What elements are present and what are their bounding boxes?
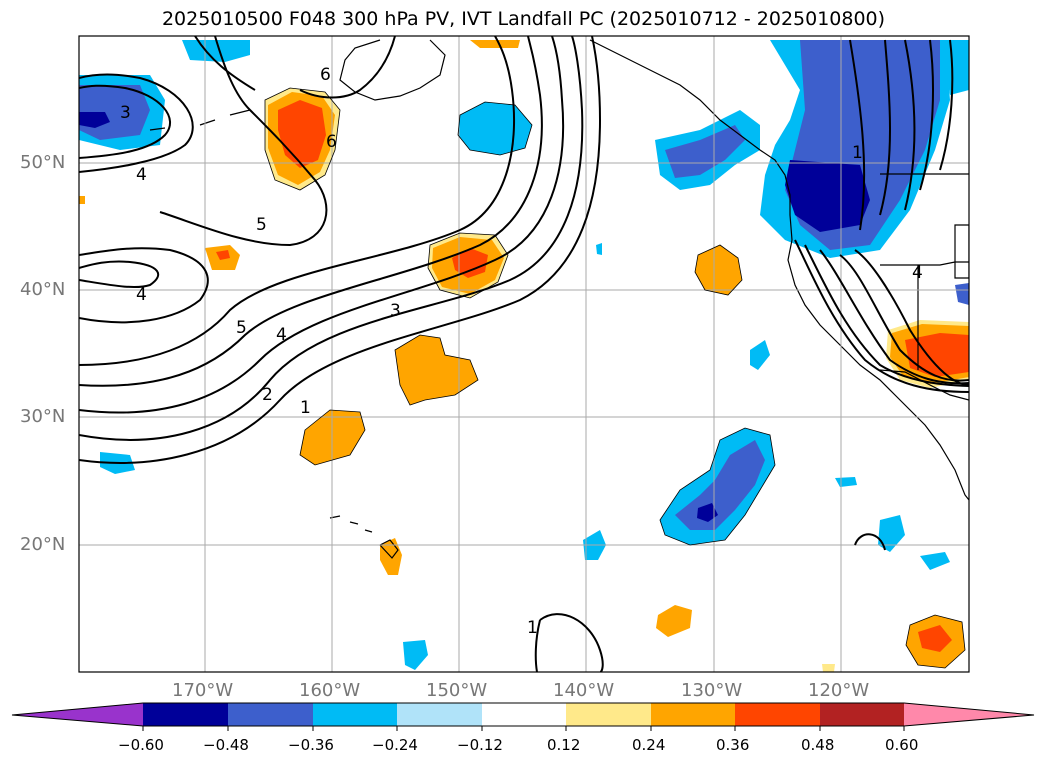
- colorbar-segment: [566, 703, 651, 726]
- contour-label: 4: [136, 285, 147, 305]
- lat-label: 40°N: [20, 279, 66, 300]
- colorbar-tick-label: −0.36: [288, 736, 334, 754]
- colorbar-segment: [651, 703, 735, 726]
- colorbar-tick-label: −0.12: [457, 736, 503, 754]
- contour-label: 4: [276, 325, 287, 345]
- lon-label: 120°W: [808, 680, 870, 701]
- contour-label: 6: [320, 65, 331, 85]
- lat-label: 20°N: [20, 534, 66, 555]
- contour-label: 1: [527, 618, 538, 638]
- contour-label: 1: [852, 143, 863, 163]
- lon-label: 140°W: [553, 680, 615, 701]
- lon-label: 150°W: [426, 680, 488, 701]
- colorbar-segment: [143, 703, 228, 726]
- positive-shading: [79, 40, 969, 672]
- colorbar-tick-label: 0.12: [547, 736, 581, 754]
- colorbar-segment: [228, 703, 313, 726]
- contour-label: 1: [300, 398, 311, 418]
- map-frame: [78, 35, 970, 673]
- contour-label: 3: [120, 103, 131, 123]
- lon-label: 170°W: [172, 680, 234, 701]
- colorbar-segment: [735, 703, 820, 726]
- colorbar-segment: [313, 703, 397, 726]
- contour-labels: 3 4 6 6 5 4 5 4 3 2 1 1 1 4: [120, 65, 923, 638]
- colorbar-tick-label: −0.60: [118, 736, 164, 754]
- map-title: 2025010500 F048 300 hPa PV, IVT Landfall…: [161, 8, 886, 30]
- colorbar-segment: [482, 703, 566, 726]
- contour-label: 5: [236, 318, 247, 338]
- colorbar-tick-label: 0.48: [801, 736, 835, 754]
- lon-label: 130°W: [681, 680, 743, 701]
- colorbar-tick-label: 0.36: [716, 736, 750, 754]
- colorbar: [11, 702, 1035, 731]
- pv-contours: [79, 36, 969, 672]
- ivt-outlines: [264, 87, 966, 669]
- colorbar-tick-label: 0.60: [885, 736, 919, 754]
- contour-label: 4: [912, 263, 923, 283]
- gridlines: [79, 36, 969, 672]
- colorbar-segment: [904, 703, 1034, 726]
- colorbar-tick-label: 0.24: [632, 736, 666, 754]
- lat-label: 30°N: [20, 406, 66, 427]
- contour-label: 5: [256, 215, 267, 235]
- map-content: 3 4 6 6 5 4 5 4 3 2 1 1 1 4: [79, 36, 969, 672]
- colorbar-segment: [820, 703, 904, 726]
- contour-label: 6: [326, 132, 337, 152]
- colorbar-tick-label: −0.24: [372, 736, 418, 754]
- contour-label: 4: [136, 165, 147, 185]
- contour-label: 2: [262, 385, 273, 405]
- colorbar-segment: [12, 703, 143, 726]
- lon-label: 160°W: [299, 680, 361, 701]
- lat-label: 50°N: [20, 152, 66, 173]
- contour-label: 3: [390, 301, 401, 321]
- colorbar-segment: [397, 703, 482, 726]
- colorbar-tick-label: −0.48: [203, 736, 249, 754]
